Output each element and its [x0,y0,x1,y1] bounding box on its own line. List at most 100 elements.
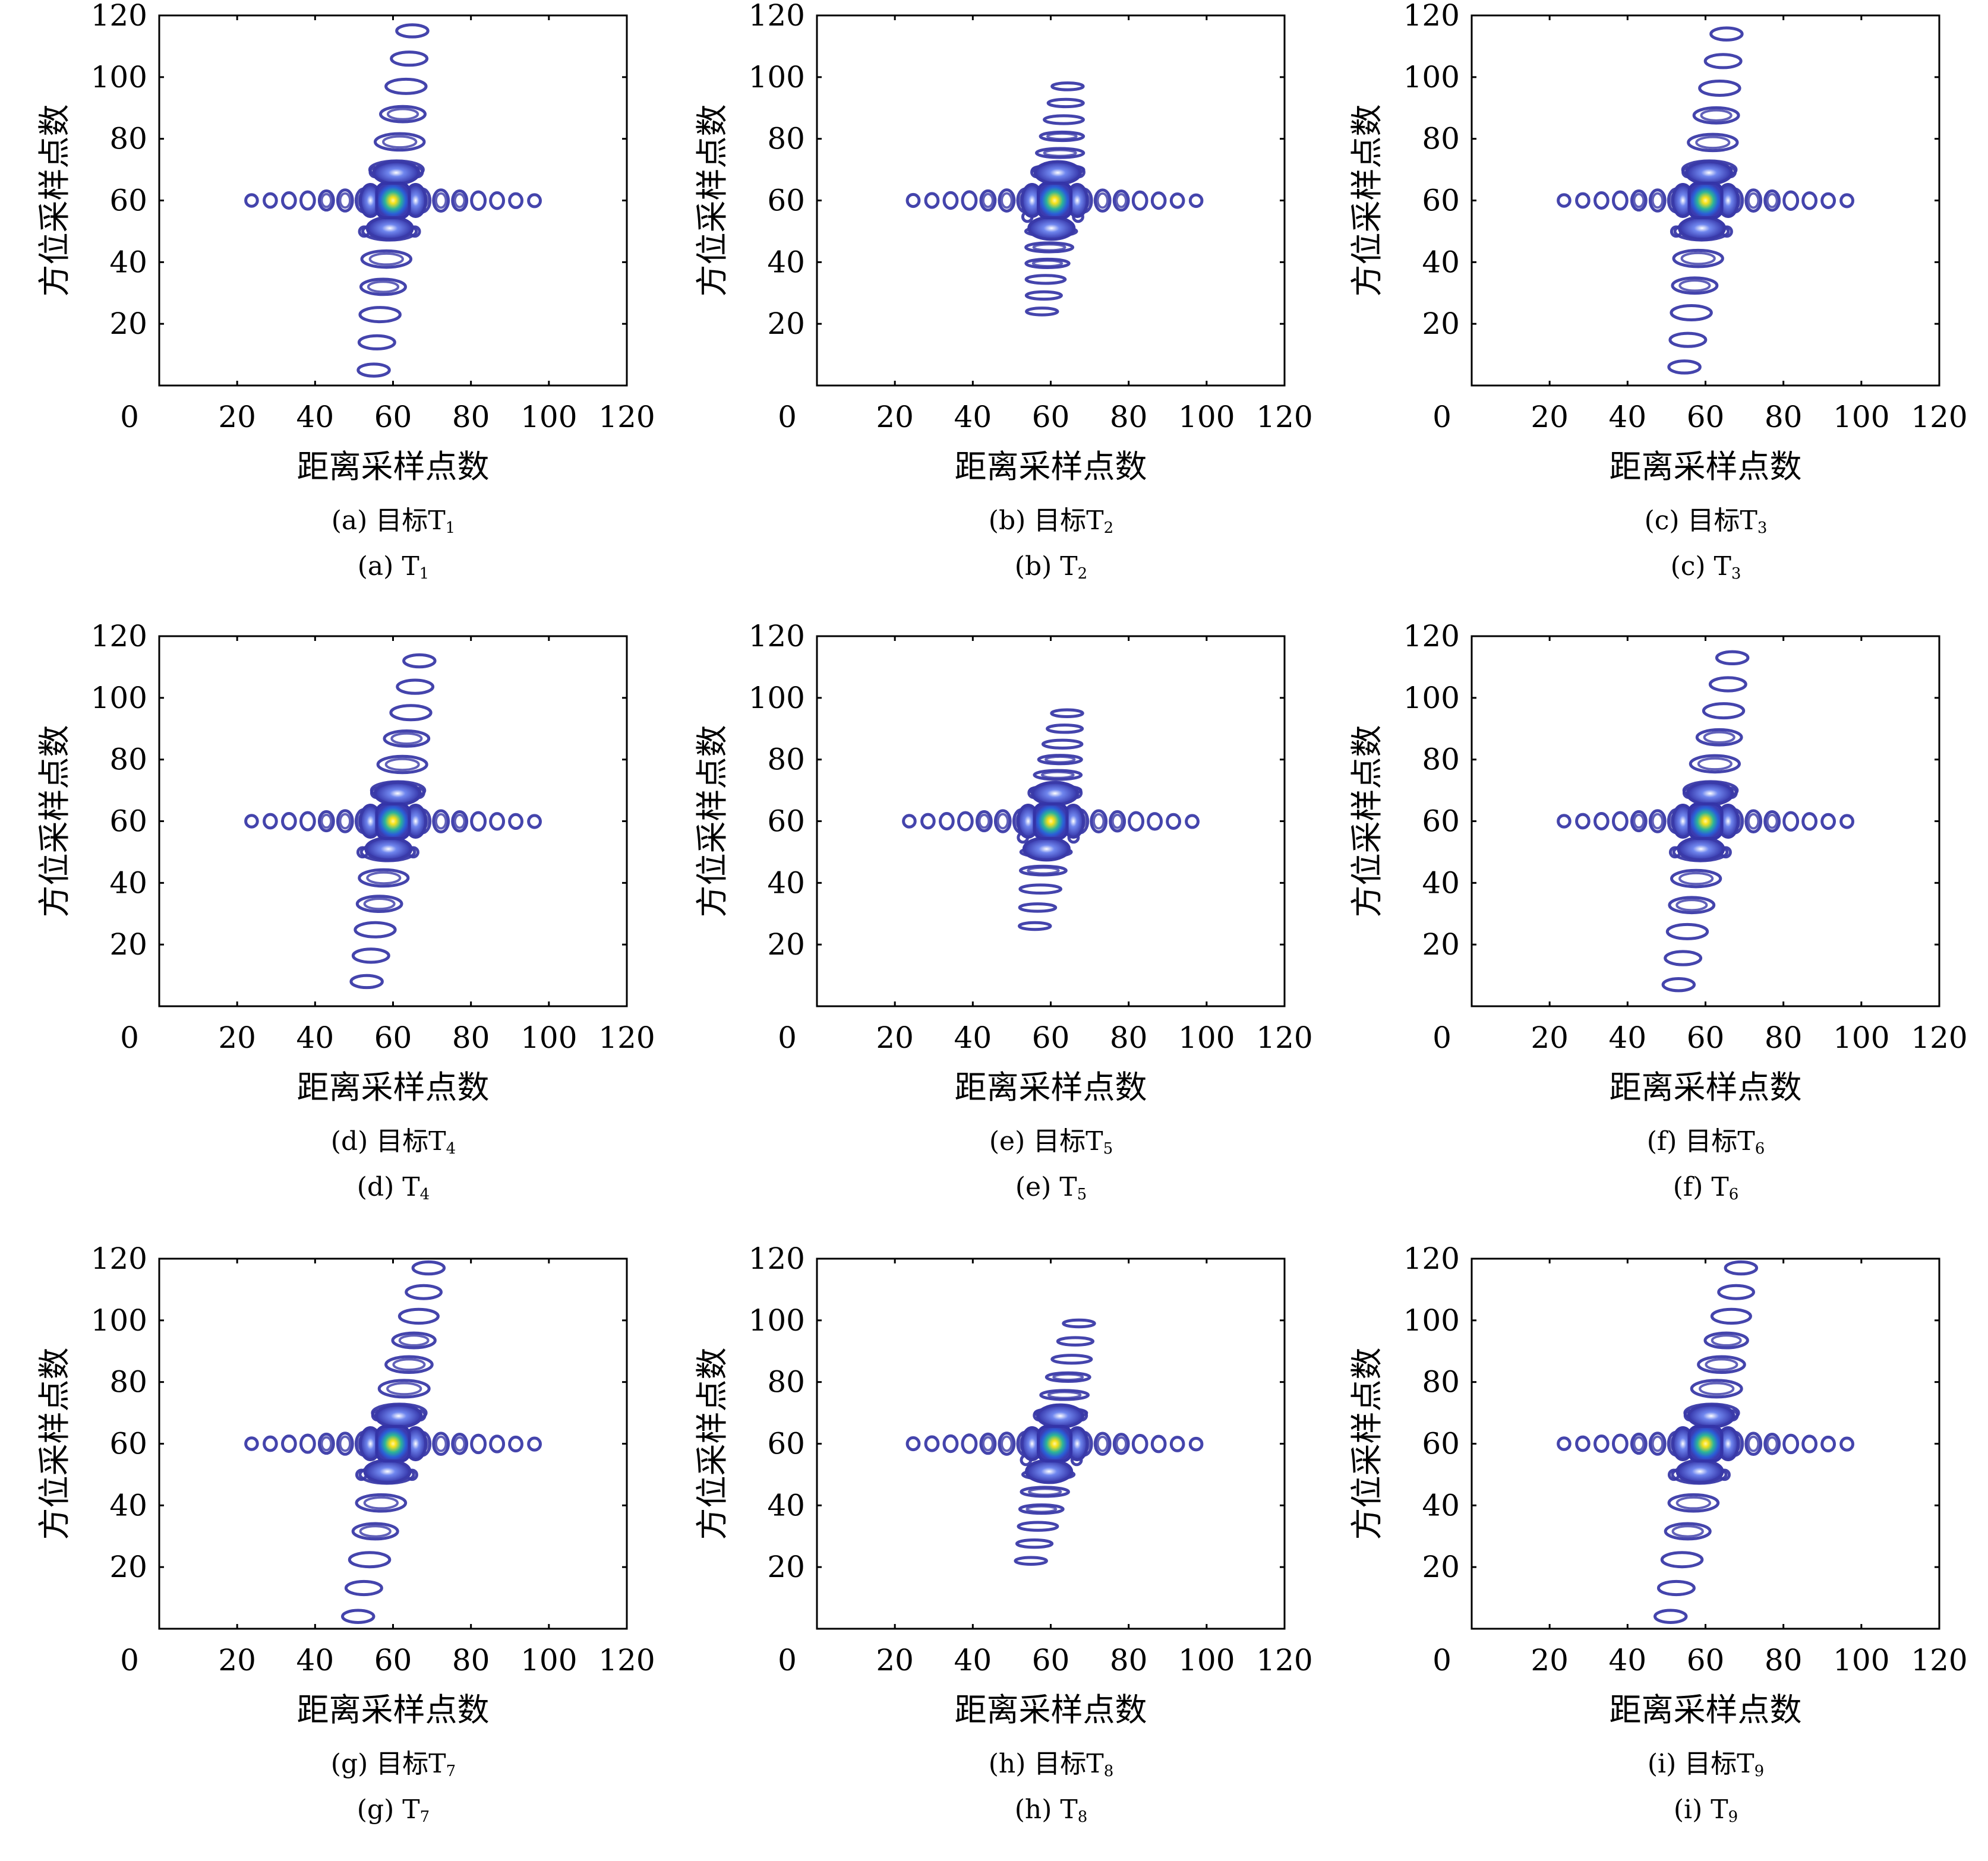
azimuth-sidelobe [1705,55,1741,68]
range-sidelobe [434,1433,449,1455]
azimuth-sidelobe [1658,1581,1694,1594]
y-tick-label: 20 [109,927,147,962]
azimuth-sidelobe [1662,1553,1702,1567]
contour-lobes [246,25,541,376]
y-tick-label: 60 [109,1427,147,1461]
caption-subscript: 7 [446,1762,456,1780]
caption-english: (d) T4 [62,1174,725,1202]
azimuth-sidelobe [1047,725,1083,732]
azimuth-sidelobe [1663,978,1694,990]
near-sidelobe [1035,162,1080,184]
caption-text: (b) 目标T [989,505,1104,536]
range-sidelobe [1765,191,1779,210]
x-tick-label: 100 [520,1643,577,1677]
range-sidelobe [1613,813,1627,830]
azimuth-sidelobe [1697,729,1741,745]
y-tick-label: 100 [1403,60,1460,94]
x-tick-label: 20 [218,1020,256,1055]
range-sidelobe [999,190,1014,211]
azimuth-sidelobe [1689,134,1737,151]
azimuth-sidelobe [375,134,424,150]
azimuth-sidelobe [357,896,402,912]
range-sidelobe [1558,195,1570,207]
range-sidelobe [1765,1434,1779,1454]
x-tick-label: 80 [1765,1020,1803,1055]
x-tick-label: 80 [1765,400,1803,434]
caption-subscript: 9 [1755,1762,1765,1780]
range-sidelobe [510,194,522,207]
main-peak [1034,804,1067,838]
range-sidelobe [904,816,916,827]
y-tick-label: 80 [109,122,147,156]
caption-subscript: 3 [1731,565,1741,583]
x-axis-label: 距离采样点数 [1610,448,1802,485]
caption-chinese: (i) 目标T9 [1375,1751,1988,1779]
near-sidelobe [1029,217,1074,239]
near-sidelobe [1680,217,1725,239]
azimuth-sidelobe [386,79,426,93]
range-sidelobe [529,1438,541,1450]
near-sidelobe [365,1461,410,1483]
caption-text: (a) 目标T [332,505,446,536]
x-tick-label: 120 [1911,400,1967,434]
caption-subscript: 8 [1104,1762,1114,1780]
caption-text: (b) T [1015,551,1078,582]
x-tick-label: 60 [1032,1020,1070,1055]
range-sidelobe [301,192,314,209]
x-tick-label: 0 [1432,1020,1451,1055]
y-tick-label: 100 [749,1303,805,1338]
azimuth-sidelobe [379,1380,429,1397]
range-sidelobe [491,1436,504,1452]
y-tick-label: 40 [1422,865,1460,900]
range-sidelobe [283,193,296,208]
range-sidelobe [999,1433,1014,1455]
range-sidelobe [434,811,449,832]
y-axis-label: 方位采样点数 [693,725,731,918]
near-sidelobe [374,162,419,184]
x-axis-label: 距离采样点数 [1610,1069,1802,1106]
range-sidelobe [926,194,938,207]
y-tick-label: 60 [767,804,805,839]
contour-lobes [246,1262,541,1622]
y-tick-label: 120 [91,1243,147,1276]
azimuth-sidelobe [1725,1262,1756,1274]
y-tick-label: 40 [1422,1488,1460,1522]
azimuth-sidelobe [384,731,429,746]
azimuth-sidelobe [392,52,427,65]
y-tick-label: 40 [109,245,147,279]
caption-text: (h) 目标T [989,1749,1104,1779]
y-tick-label: 120 [749,1243,805,1276]
caption-english: (h) T8 [720,1797,1383,1825]
caption-english: (i) T9 [1375,1797,1988,1825]
x-axis-label: 距离采样点数 [955,1069,1147,1106]
range-sidelobe [1784,813,1798,830]
y-tick-label: 20 [109,1550,147,1584]
range-sidelobe [907,1437,919,1449]
x-tick-label: 120 [1256,1020,1312,1055]
x-tick-label: 100 [1833,1020,1889,1055]
range-sidelobe [319,1434,333,1453]
contour-lobes [1558,652,1853,991]
caption-text: (i) 目标T [1648,1749,1755,1779]
range-sidelobe [472,813,485,830]
x-tick-label: 40 [296,400,335,434]
y-axis-label: 方位采样点数 [36,105,73,297]
x-tick-label: 60 [1687,1020,1725,1055]
range-sidelobe [1632,1434,1646,1453]
range-sidelobe [301,813,314,830]
x-tick-label: 40 [1609,1020,1647,1055]
near-sidelobe [366,838,411,860]
azimuth-sidelobe [1027,308,1058,315]
range-sidelobe [1595,814,1608,829]
range-sidelobe [1152,1436,1165,1452]
x-tick-label: 80 [452,400,490,434]
azimuth-sidelobe [1703,704,1743,718]
range-sidelobe [1148,814,1162,829]
caption-text: (e) T [1015,1172,1077,1202]
caption-text: (f) 目标T [1647,1126,1755,1157]
y-tick-label: 100 [91,60,147,94]
range-sidelobe [453,1434,467,1454]
azimuth-sidelobe [1052,1356,1091,1363]
caption-chinese: (h) 目标T8 [720,1751,1383,1779]
